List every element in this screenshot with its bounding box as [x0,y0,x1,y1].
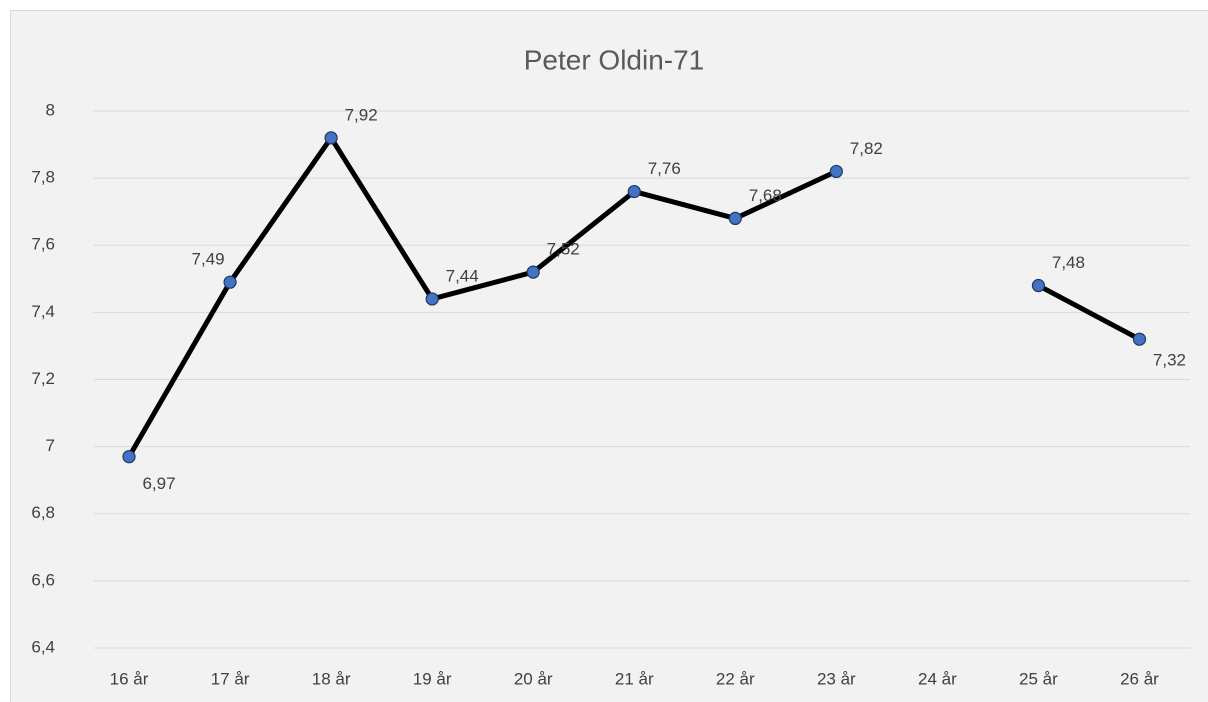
series-line [126,135,1141,458]
marker [1132,332,1147,346]
marker [728,211,742,225]
marker [324,131,338,145]
x-tick-label: 21 år [615,669,654,688]
x-tick-label: 16 år [110,669,149,688]
y-tick-label: 6,6 [31,570,55,589]
marker [425,292,439,306]
x-tick-label: 18 år [312,669,351,688]
data-label: 7,82 [850,139,883,158]
data-label: 7,44 [446,266,479,285]
marker [1031,278,1046,293]
data-label: 7,49 [192,250,225,269]
data-label: 7,48 [1052,253,1085,272]
x-tick-label: 25 år [1019,669,1058,688]
x-tick-label: 17 år [211,669,250,688]
data-label: 7,52 [547,240,580,259]
y-tick-label: 7,6 [31,235,55,254]
chart-area [10,10,1208,702]
x-tick-label: 22 år [716,669,755,688]
x-tick-label: 20 år [514,669,553,688]
marker [526,265,540,279]
data-label: 7,92 [345,105,378,124]
x-tick-label: 19 år [413,669,452,688]
data-label: 6,97 [142,474,175,493]
y-tick-label: 7 [46,436,55,455]
marker [122,450,136,464]
marker [223,275,237,289]
data-label: 7,68 [749,186,782,205]
marker [627,184,641,199]
y-tick-label: 7,8 [31,168,55,187]
x-tick-label: 23 år [817,669,856,688]
y-tick-label: 7,4 [31,302,55,321]
y-tick-label: 8 [46,100,55,119]
chart-title: Peter Oldin-71 [524,44,705,75]
x-tick-label: 24 år [918,669,957,688]
y-tick-label: 6,4 [31,637,55,656]
data-label: 7,32 [1153,351,1186,370]
x-tick-label: 26 år [1120,669,1159,688]
marker [829,164,843,179]
data-label: 7,76 [648,159,681,178]
y-tick-label: 6,8 [31,503,55,522]
y-tick-label: 7,2 [31,369,55,388]
